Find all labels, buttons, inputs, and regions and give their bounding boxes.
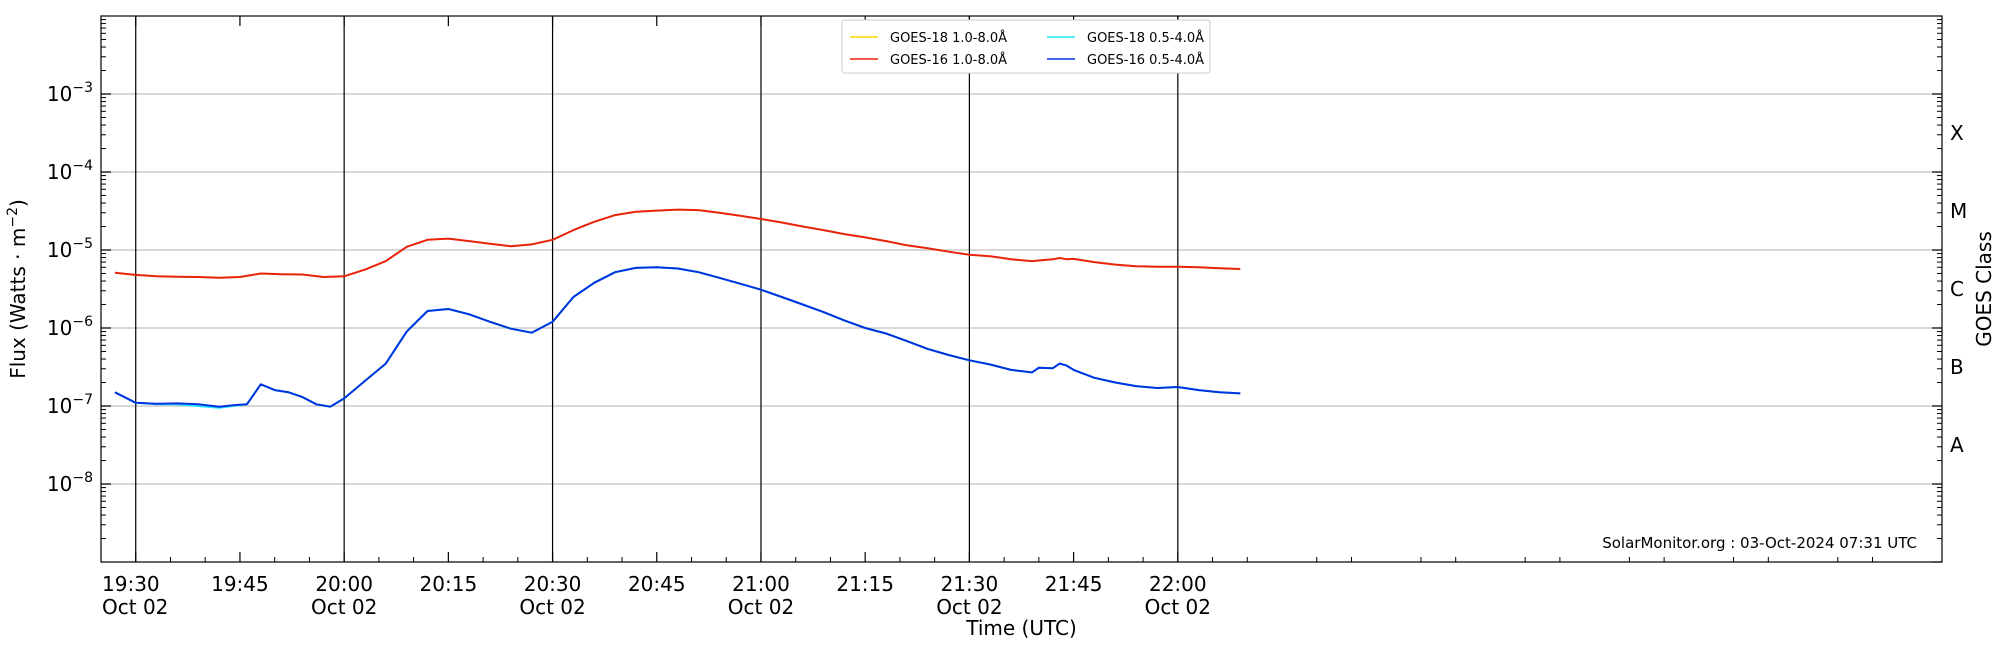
series-line [114, 208, 1241, 279]
y-axis-title-exponent: −2 [5, 207, 21, 228]
x-tick-date: Oct 02 [936, 595, 1002, 619]
y-tick-exponent: −7 [72, 392, 93, 408]
y-tick-exponent: −6 [72, 314, 93, 330]
y-axis-title-close: ) [6, 199, 30, 207]
y-tick-base: 10 [47, 238, 72, 262]
x-tick-date: Oct 02 [311, 595, 377, 619]
series-line [114, 266, 1241, 408]
goes-class-label: C [1950, 277, 1964, 301]
y-tick-base: 10 [47, 472, 72, 496]
x-tick-label: 19:30 [102, 572, 160, 596]
x-tick-label: 21:15 [836, 572, 894, 596]
grid [101, 93, 1942, 485]
legend-box [841, 19, 1211, 74]
legend-label: GOES-16 1.0-8.0Å [890, 52, 1007, 68]
x-tick-date: Oct 02 [519, 595, 585, 619]
goes-class-label: B [1950, 355, 1964, 379]
y-axis-title: Flux (Watts · m−2) [5, 199, 30, 379]
y-tick-exponent: −8 [72, 470, 93, 486]
y-axis-ticks: 10−310−410−510−610−710−8 [47, 19, 1942, 563]
y-tick-exponent: −3 [72, 80, 93, 96]
x-tick-label: 21:30 [941, 572, 999, 596]
y-tick-base: 10 [47, 160, 72, 184]
goes-class-label: X [1950, 121, 1964, 145]
x-axis-title: Time (UTC) [965, 616, 1077, 640]
x-tick-label: 20:00 [315, 572, 373, 596]
y-tick-base: 10 [47, 82, 72, 106]
y-axis-title-main: Flux (Watts · m [6, 228, 30, 379]
y-tick-exponent: −4 [72, 158, 93, 174]
y-tick-base: 10 [47, 394, 72, 418]
y-tick-base: 10 [47, 316, 72, 340]
plot-frame [100, 15, 1943, 563]
y-tick-label: 10−8 [47, 470, 93, 496]
x-tick-label: 21:00 [732, 572, 790, 596]
x-tick-label: 22:00 [1149, 572, 1207, 596]
goes-class-label: A [1950, 433, 1964, 457]
series-lines [114, 208, 1241, 409]
x-tick-label: 19:45 [211, 572, 269, 596]
x-tick-date: Oct 02 [102, 595, 168, 619]
time-markers [135, 16, 1179, 562]
x-tick-date: Oct 02 [728, 595, 794, 619]
y-tick-label: 10−3 [47, 80, 93, 106]
y-tick-label: 10−6 [47, 314, 93, 340]
x-tick-date: Oct 02 [1145, 595, 1211, 619]
x-tick-label: 20:15 [420, 572, 478, 596]
legend-label: GOES-18 0.5-4.0Å [1087, 30, 1204, 46]
right-axis-title: GOES Class [1972, 231, 1996, 347]
legend-label: GOES-16 0.5-4.0Å [1087, 52, 1204, 68]
x-tick-label: 20:30 [524, 572, 582, 596]
y-tick-label: 10−4 [47, 158, 93, 184]
y-tick-exponent: −5 [72, 236, 93, 252]
x-tick-label: 20:45 [628, 572, 686, 596]
legend-label: GOES-18 1.0-8.0Å [890, 30, 1007, 46]
y-tick-label: 10−7 [47, 392, 93, 418]
goes-class-axis: X M C B A [1950, 121, 1967, 457]
legend: GOES-18 1.0-8.0Å GOES-16 1.0-8.0Å GOES-18 … [841, 19, 1211, 74]
goes-class-label: M [1950, 199, 1967, 223]
y-tick-label: 10−5 [47, 236, 93, 262]
x-tick-label: 21:45 [1045, 572, 1103, 596]
credit-text: SolarMonitor.org : 03-Oct-2024 07:31 UTC [1602, 534, 1917, 552]
